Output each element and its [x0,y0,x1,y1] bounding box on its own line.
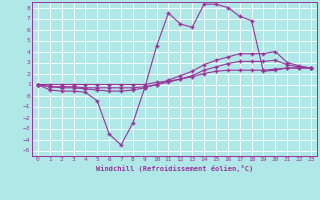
X-axis label: Windchill (Refroidissement éolien,°C): Windchill (Refroidissement éolien,°C) [96,165,253,172]
